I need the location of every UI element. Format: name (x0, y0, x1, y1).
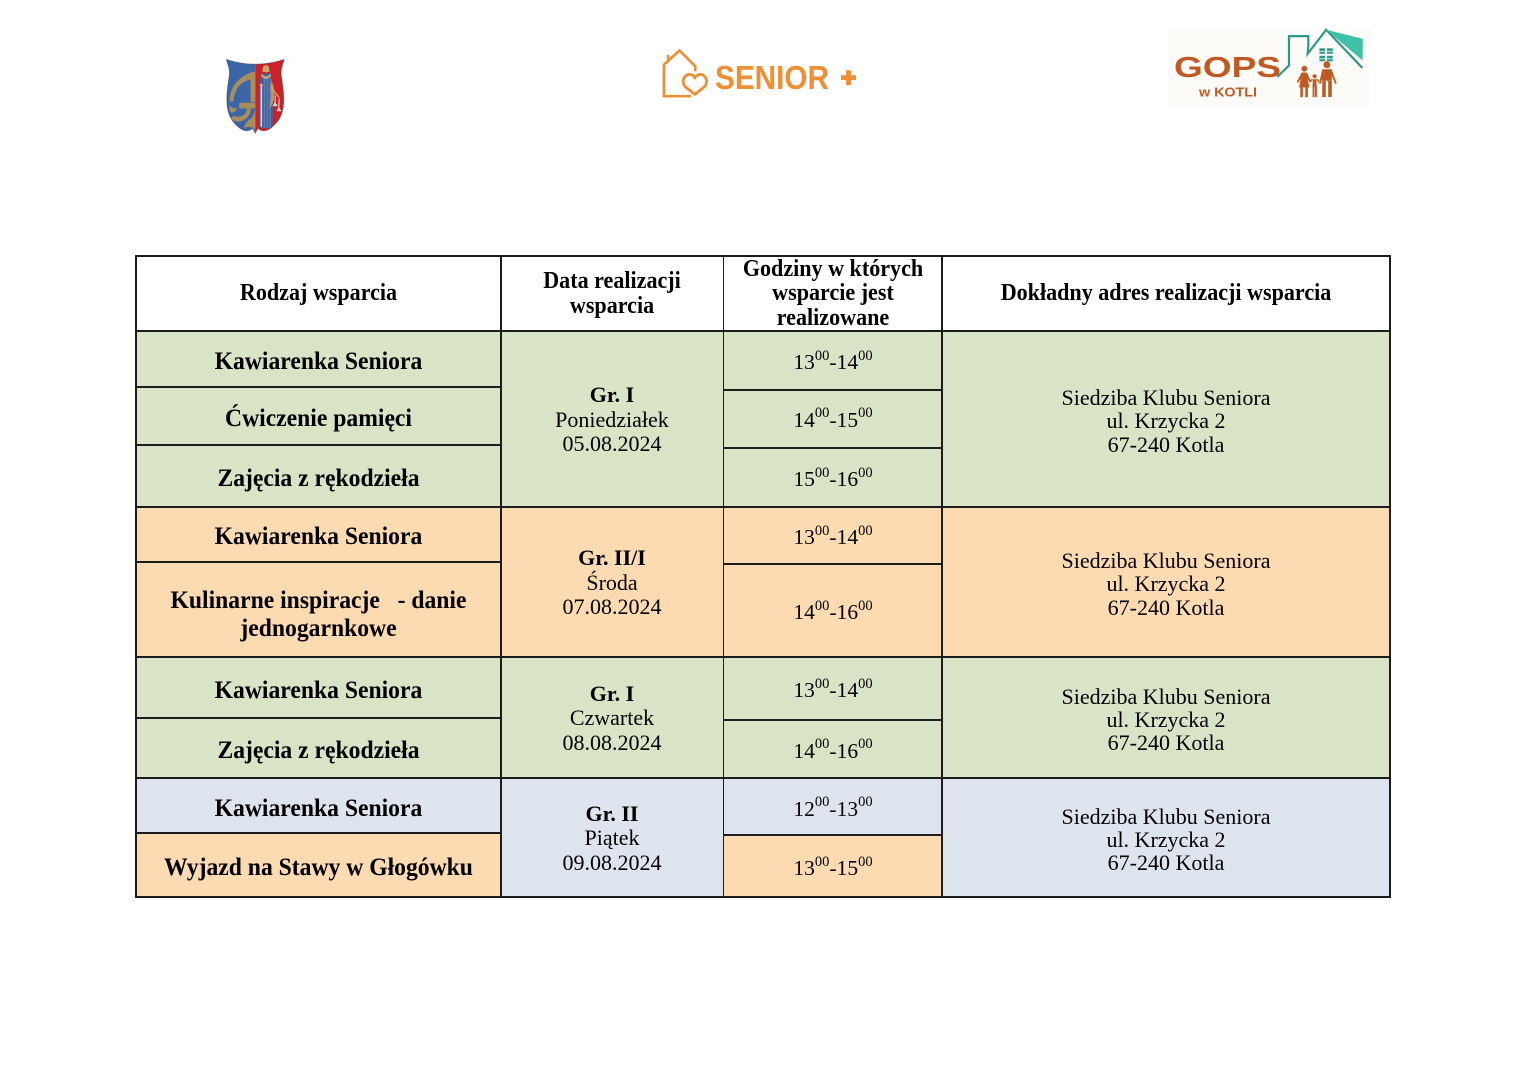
svg-text:w KOTLI: w KOTLI (1198, 84, 1257, 99)
svg-text:SENIOR: SENIOR (715, 59, 829, 96)
svg-text:GOPS: GOPS (1174, 52, 1281, 84)
